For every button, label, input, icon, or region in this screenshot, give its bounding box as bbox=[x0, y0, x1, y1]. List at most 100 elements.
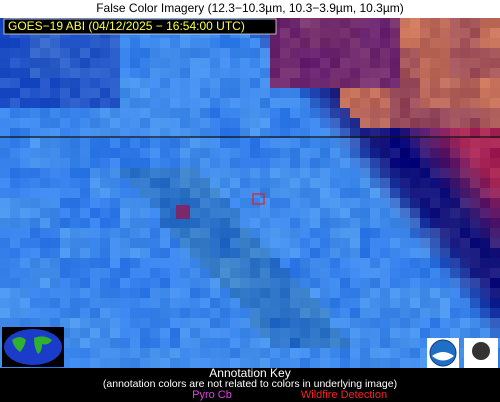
image-pixel bbox=[80, 278, 90, 288]
image-pixel bbox=[70, 138, 80, 148]
image-pixel bbox=[390, 88, 400, 98]
image-pixel bbox=[160, 58, 170, 68]
image-pixel bbox=[320, 328, 330, 338]
image-pixel bbox=[70, 268, 80, 278]
image-pixel bbox=[240, 208, 250, 218]
image-pixel bbox=[250, 198, 260, 208]
image-pixel bbox=[50, 318, 60, 328]
image-pixel bbox=[10, 258, 20, 268]
image-pixel bbox=[220, 258, 230, 268]
image-pixel bbox=[230, 308, 240, 318]
image-pixel bbox=[430, 278, 440, 288]
image-pixel bbox=[90, 148, 100, 158]
image-pixel bbox=[160, 228, 170, 238]
image-pixel bbox=[300, 178, 310, 188]
image-pixel bbox=[120, 228, 130, 238]
image-pixel bbox=[490, 18, 500, 28]
image-pixel bbox=[110, 198, 120, 208]
image-pixel bbox=[10, 128, 20, 138]
image-pixel bbox=[450, 148, 460, 158]
image-pixel bbox=[90, 298, 100, 308]
image-pixel bbox=[110, 168, 120, 178]
image-pixel bbox=[440, 318, 450, 328]
image-pixel bbox=[130, 198, 140, 208]
image-pixel bbox=[360, 28, 370, 38]
image-pixel bbox=[430, 238, 440, 248]
image-pixel bbox=[230, 148, 240, 158]
image-pixel bbox=[190, 138, 200, 148]
image-pixel bbox=[240, 148, 250, 158]
image-pixel bbox=[340, 78, 350, 88]
image-pixel bbox=[420, 188, 430, 198]
image-pixel bbox=[210, 278, 220, 288]
image-pixel bbox=[270, 138, 280, 148]
image-pixel bbox=[270, 58, 280, 68]
image-pixel bbox=[400, 48, 410, 58]
image-pixel bbox=[170, 298, 180, 308]
satellite-image bbox=[0, 18, 500, 368]
image-pixel bbox=[120, 88, 130, 98]
image-pixel bbox=[400, 338, 410, 348]
image-pixel bbox=[340, 328, 350, 338]
image-pixel bbox=[130, 98, 140, 108]
image-pixel bbox=[120, 108, 130, 118]
image-pixel bbox=[390, 68, 400, 78]
image-pixel bbox=[420, 68, 430, 78]
image-pixel bbox=[370, 218, 380, 228]
image-pixel bbox=[450, 218, 460, 228]
image-pixel bbox=[490, 198, 500, 208]
image-pixel bbox=[400, 168, 410, 178]
image-pixel bbox=[180, 158, 190, 168]
image-pixel bbox=[380, 238, 390, 248]
image-pixel bbox=[100, 88, 110, 98]
image-pixel bbox=[460, 318, 470, 328]
image-pixel bbox=[110, 138, 120, 148]
image-pixel bbox=[80, 108, 90, 118]
image-pixel bbox=[290, 38, 300, 48]
image-pixel bbox=[210, 308, 220, 318]
image-pixel bbox=[220, 148, 230, 158]
label-box bbox=[3, 18, 277, 35]
image-pixel bbox=[300, 78, 310, 88]
image-pixel bbox=[70, 308, 80, 318]
image-pixel bbox=[0, 88, 10, 98]
image-pixel bbox=[80, 258, 90, 268]
image-pixel bbox=[210, 338, 220, 348]
image-pixel bbox=[210, 198, 220, 208]
image-pixel bbox=[200, 348, 210, 358]
image-pixel bbox=[110, 308, 120, 318]
image-pixel bbox=[280, 268, 290, 278]
image-pixel bbox=[10, 158, 20, 168]
image-pixel bbox=[180, 48, 190, 58]
image-pixel bbox=[380, 348, 390, 358]
image-pixel bbox=[480, 18, 490, 28]
image-pixel bbox=[350, 338, 360, 348]
image-pixel bbox=[360, 298, 370, 308]
image-pixel bbox=[240, 258, 250, 268]
image-pixel bbox=[380, 258, 390, 268]
image-pixel bbox=[140, 278, 150, 288]
image-pixel bbox=[240, 278, 250, 288]
image-pixel bbox=[350, 28, 360, 38]
image-pixel bbox=[360, 98, 370, 108]
image-pixel bbox=[110, 348, 120, 358]
image-pixel bbox=[370, 98, 380, 108]
image-pixel bbox=[440, 308, 450, 318]
image-pixel bbox=[390, 248, 400, 258]
image-pixel bbox=[20, 188, 30, 198]
image-pixel bbox=[310, 98, 320, 108]
image-pixel bbox=[20, 38, 30, 48]
image-pixel bbox=[130, 358, 140, 368]
image-pixel bbox=[190, 208, 200, 218]
image-pixel bbox=[190, 68, 200, 78]
image-pixel bbox=[80, 118, 90, 128]
image-pixel bbox=[330, 248, 340, 258]
image-pixel bbox=[320, 108, 330, 118]
image-pixel bbox=[70, 358, 80, 368]
image-pixel bbox=[280, 88, 290, 98]
image-pixel bbox=[140, 188, 150, 198]
image-pixel bbox=[400, 38, 410, 48]
image-pixel bbox=[490, 178, 500, 188]
image-pixel bbox=[360, 198, 370, 208]
image-pixel bbox=[480, 28, 490, 38]
